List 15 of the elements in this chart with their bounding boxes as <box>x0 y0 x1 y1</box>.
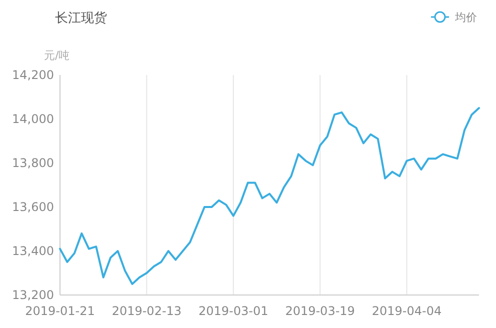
x-tick-label: 2019-02-13 <box>112 304 182 318</box>
line-series <box>59 107 480 285</box>
y-tick-label: 13,800 <box>12 156 54 170</box>
y-tick-label: 14,200 <box>12 68 54 82</box>
x-tick-label: 2019-03-01 <box>198 304 268 318</box>
y-tick-label: 13,600 <box>12 200 54 214</box>
y-tick-label: 13,400 <box>12 244 54 258</box>
y-tick-label: 14,000 <box>12 112 54 126</box>
x-tick-label: 2019-01-21 <box>25 304 95 318</box>
chart-title: 长江现货 <box>55 11 107 26</box>
y-axis-title: 元/吨 <box>44 49 70 62</box>
y-tick-label: 13,200 <box>12 288 54 302</box>
x-tick-label: 2019-03-19 <box>285 304 355 318</box>
legend-label: 均价 <box>454 11 477 24</box>
x-tick-label: 2019-04-04 <box>372 304 442 318</box>
